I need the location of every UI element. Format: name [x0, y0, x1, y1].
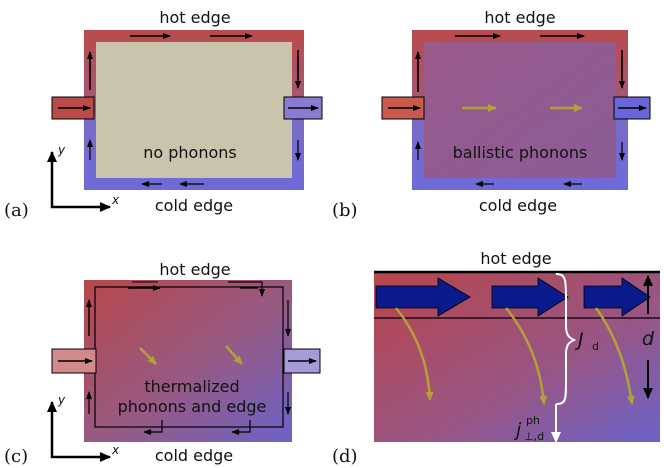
panel-b: hot edge ballistic phonons cold edge (b) [332, 8, 651, 221]
x-axis-label: x [111, 443, 120, 457]
panel-tag: (d) [332, 446, 358, 467]
edge-current-arrow [491, 277, 569, 317]
edge-arrow [143, 420, 163, 435]
edge-arrow [231, 420, 251, 435]
edge-current-arrow [583, 277, 651, 317]
j-subscript: ⊥,d [524, 430, 544, 443]
hot-edge-label: hot edge [159, 260, 230, 279]
sample-interior [96, 42, 292, 178]
cold-edge-label: cold edge [155, 196, 233, 215]
j-label: j [513, 419, 522, 441]
edge-arrow [228, 281, 265, 297]
J-subscript: d [592, 340, 599, 353]
d-label: d [642, 328, 655, 350]
center-label: ballistic phonons [453, 143, 588, 162]
edge-current-arrow [375, 277, 471, 317]
hot-edge-label: hot edge [484, 8, 555, 27]
j-superscript: ph [526, 414, 540, 427]
hot-edge-label: hot edge [480, 249, 551, 268]
hot-edge-label: hot edge [159, 8, 230, 27]
phonon-arrow [225, 345, 243, 365]
panel-a: hot edge no phonons cold edge (a) y x [4, 8, 323, 221]
phonon-arrow [395, 307, 434, 401]
brace [555, 273, 577, 405]
cold-edge-label: cold edge [479, 196, 557, 215]
panel-tag: (c) [4, 446, 28, 467]
center-label-line2: phonons and edge [118, 397, 267, 416]
phonon-arrow [139, 347, 157, 365]
cold-edge-label: cold edge [155, 446, 233, 465]
sample-interior [424, 42, 616, 178]
y-axis-label: y [57, 393, 66, 407]
panel-tag: (b) [332, 200, 358, 221]
phonon-arrow [594, 307, 635, 405]
panel-d: hot edge d J d j ph ⊥,d (d) [332, 249, 660, 467]
panel-c: hot edge thermalized phonons and edge co… [4, 260, 321, 467]
J-label: J [574, 329, 584, 351]
phonon-arrow [505, 307, 548, 405]
sample-body [84, 280, 292, 442]
center-label: no phonons [143, 143, 237, 162]
y-axis-label: y [57, 143, 66, 157]
panel-tag: (a) [4, 200, 29, 221]
x-axis-label: x [111, 193, 120, 207]
center-label-line1: thermalized [144, 377, 239, 396]
